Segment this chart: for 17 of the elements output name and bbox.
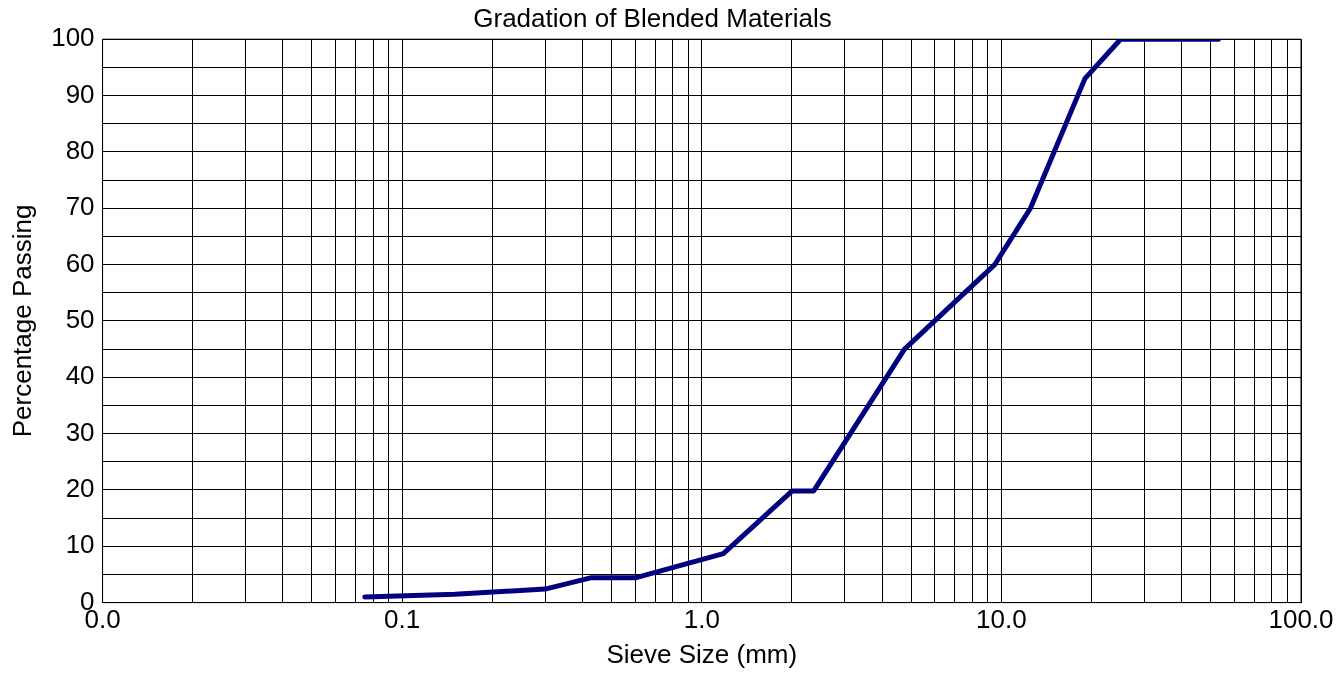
x-tick-label: 10.0 [976, 604, 1027, 635]
chart-title: Gradation of Blended Materials [473, 2, 832, 33]
y-tick-label: 70 [65, 191, 95, 222]
y-tick-label: 20 [65, 473, 95, 504]
y-tick-label: 10 [65, 529, 95, 560]
x-tick-label: 1.0 [683, 604, 720, 635]
y-tick-label: 30 [65, 416, 95, 447]
y-tick-label: 80 [65, 135, 95, 166]
y-tick-label: 90 [65, 78, 95, 109]
y-tick-label: 60 [65, 247, 95, 278]
y-tick-label: 50 [65, 304, 95, 335]
y-tick-label: 100 [51, 22, 95, 53]
x-axis-title: Sieve Size (mm) [606, 638, 798, 669]
x-tick-label: 100.0 [1268, 604, 1334, 635]
y-tick-label: 40 [65, 360, 95, 391]
x-tick-label: 0.1 [384, 604, 421, 635]
y-axis-title: Percentage Passing [6, 204, 37, 438]
